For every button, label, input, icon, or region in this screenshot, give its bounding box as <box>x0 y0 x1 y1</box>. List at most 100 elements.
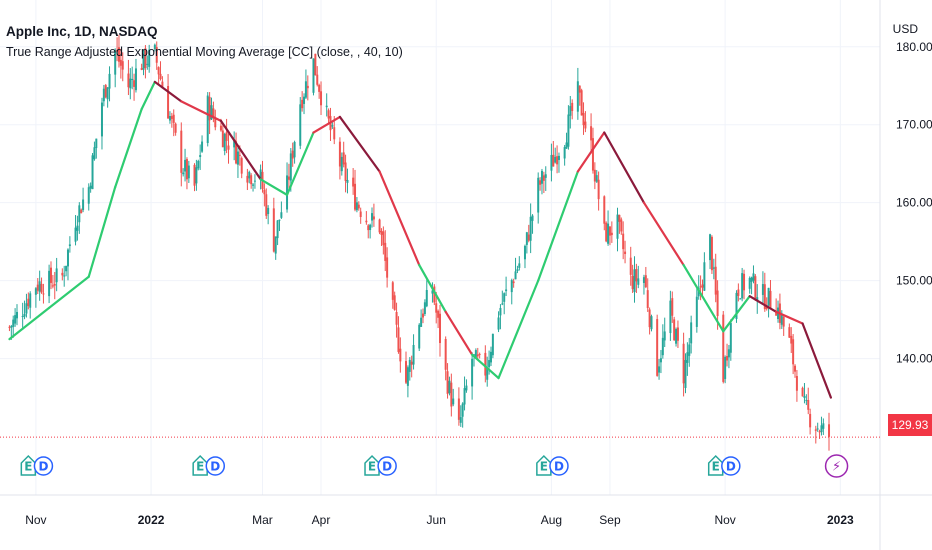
currency-label[interactable]: USD <box>892 22 918 36</box>
candle-body <box>167 85 170 119</box>
dividend-icon <box>205 456 226 476</box>
candle-body <box>25 303 28 314</box>
candle-body <box>206 95 209 144</box>
indicator-segment <box>603 131 646 204</box>
x-tick-label: Apr <box>312 513 331 527</box>
candle-body <box>567 114 570 147</box>
candle-body <box>489 351 492 363</box>
candle-body <box>803 396 806 398</box>
dividend-icon <box>721 456 741 476</box>
candle-body <box>439 313 441 344</box>
symbol-title[interactable]: Apple Inc, 1D, NASDAQ <box>6 24 158 39</box>
earnings-marker: E <box>364 454 380 476</box>
candle-body <box>384 242 387 261</box>
candle-body <box>187 165 190 179</box>
candle-body <box>172 114 175 123</box>
candle-body <box>631 275 634 290</box>
candle-body <box>590 126 593 141</box>
indicator-segment <box>748 295 778 313</box>
candle-body <box>303 96 306 104</box>
candle-body <box>624 251 627 255</box>
indicator-segment <box>8 306 51 341</box>
marker-letter: D <box>554 460 564 474</box>
candle-body <box>782 316 785 327</box>
indicator-segment <box>219 119 262 181</box>
candle-body <box>463 388 466 405</box>
candle-body <box>743 273 746 291</box>
candle-body <box>267 207 270 215</box>
candle-body <box>790 335 793 344</box>
candle-body <box>816 428 819 430</box>
x-tick-label: 2022 <box>138 513 165 527</box>
candle-body <box>42 293 45 295</box>
candle-body <box>616 214 619 239</box>
candle-body <box>405 361 408 383</box>
candle-body <box>461 403 464 417</box>
marker-letter: D <box>38 460 48 474</box>
candle-body <box>412 344 415 365</box>
marker-letter: D <box>210 460 220 474</box>
candle-body <box>100 102 103 137</box>
candle-body <box>121 61 124 70</box>
candle-body <box>659 358 662 363</box>
candle-body <box>452 398 455 405</box>
candle-body <box>690 322 693 344</box>
candle-body <box>682 343 685 384</box>
indicator-segment <box>497 279 540 380</box>
candle-body <box>36 284 39 291</box>
candle-body <box>140 68 143 70</box>
candle-body <box>289 153 292 181</box>
candle-body <box>38 281 41 292</box>
candle-body <box>238 154 241 156</box>
candle-body <box>465 385 468 391</box>
candle-body <box>420 317 423 327</box>
candle-body <box>748 277 751 289</box>
dividend-marker: D <box>549 456 569 476</box>
indicator-segment <box>775 310 804 325</box>
candle-body <box>595 175 598 182</box>
candle-body <box>646 290 649 309</box>
candle-body <box>338 141 341 167</box>
candle-body <box>435 303 438 313</box>
candle-body <box>557 155 560 161</box>
candle-body <box>795 376 798 391</box>
candle-body <box>754 276 757 299</box>
indicator-segment <box>285 131 315 196</box>
candle-body <box>539 180 542 185</box>
candle-body <box>648 309 651 328</box>
candle-body <box>131 79 134 81</box>
candle-body <box>518 263 521 268</box>
candle-body <box>240 158 243 174</box>
candle-body <box>726 355 729 361</box>
x-tick-label: Mar <box>252 513 273 527</box>
candle-body <box>314 53 317 76</box>
candle-body <box>23 314 26 317</box>
dividend-marker: D <box>33 456 54 476</box>
indicator-segment <box>114 108 143 189</box>
candle-body <box>8 326 11 328</box>
indicator-segment <box>682 263 725 333</box>
candle-body <box>182 172 185 175</box>
candle-body <box>274 236 277 254</box>
candle-body <box>195 167 198 184</box>
candle-body <box>210 105 213 120</box>
split-marker: ⚡ <box>824 454 849 478</box>
candle-body <box>701 284 704 288</box>
marker-letter: E <box>368 460 376 474</box>
candle-body <box>306 85 309 89</box>
candle-body <box>174 123 177 133</box>
indicator-title[interactable]: True Range Adjusted Exponential Moving A… <box>6 45 403 59</box>
candle-body <box>106 87 109 100</box>
candle-body <box>252 184 255 186</box>
candle-body <box>253 180 256 182</box>
candle-body <box>153 44 156 50</box>
candle-body <box>116 49 119 52</box>
candle-body <box>603 196 606 224</box>
candle-body <box>686 352 689 363</box>
candle-body <box>49 267 52 283</box>
candle-body <box>199 155 202 158</box>
candle-body <box>457 398 460 420</box>
candle-body <box>486 367 489 380</box>
candle-body <box>380 230 383 235</box>
